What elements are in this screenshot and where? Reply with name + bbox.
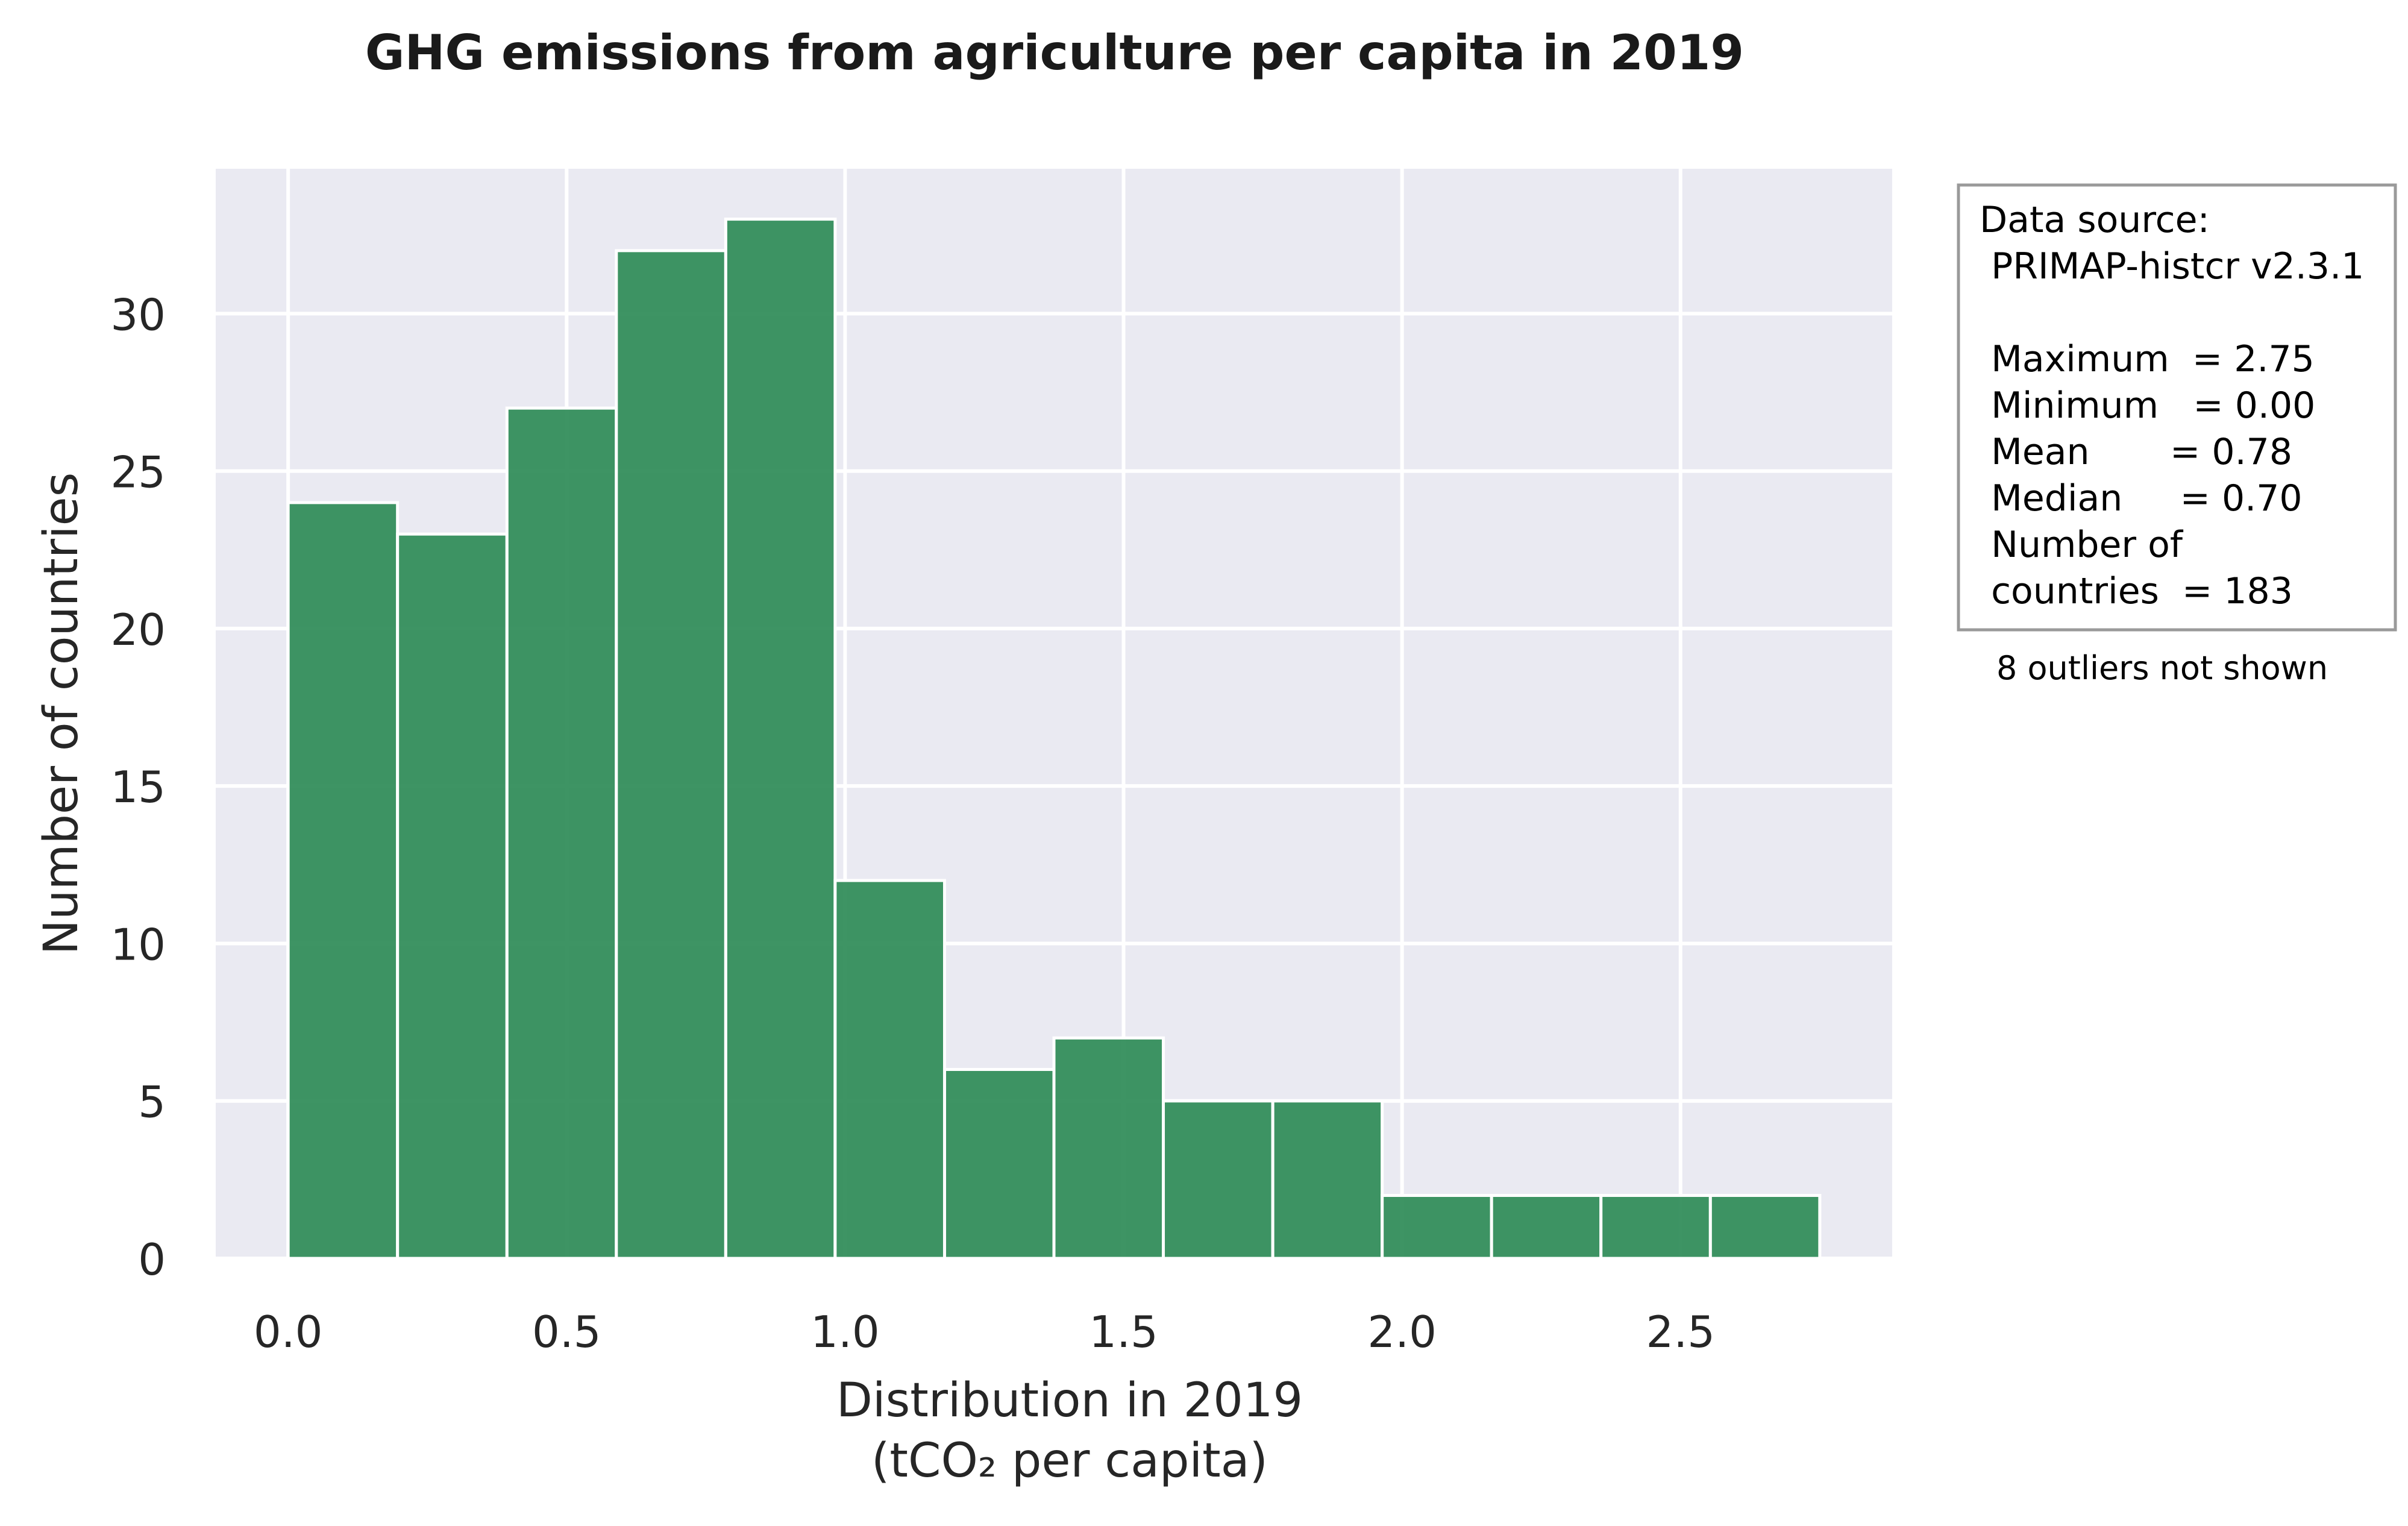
info-box-line: Median = 0.70 bbox=[1980, 477, 2303, 520]
histogram-bar bbox=[1599, 1193, 1712, 1260]
x-tick-label: 0.0 bbox=[254, 1307, 323, 1357]
histogram-bar bbox=[396, 532, 509, 1260]
histogram-bar bbox=[505, 406, 618, 1260]
outliers-note: 8 outliers not shown bbox=[1996, 649, 2328, 687]
histogram-bar bbox=[833, 879, 946, 1260]
info-box-line: Maximum = 2.75 bbox=[1980, 338, 2315, 380]
histogram-bar bbox=[1381, 1193, 1493, 1260]
info-box-line: Mean = 0.78 bbox=[1980, 431, 2292, 473]
y-tick-label: 30 bbox=[110, 289, 166, 340]
histogram-bar bbox=[1708, 1193, 1822, 1260]
info-box-line: PRIMAP-histcr v2.3.1 bbox=[1980, 245, 2364, 287]
info-box-line: countries = 183 bbox=[1980, 570, 2293, 612]
histogram-bar bbox=[1052, 1036, 1165, 1260]
y-tick-label: 10 bbox=[110, 919, 166, 970]
x-tick-label: 0.5 bbox=[532, 1307, 601, 1357]
x-tick-label: 1.5 bbox=[1089, 1307, 1158, 1357]
y-tick-label: 5 bbox=[138, 1077, 166, 1128]
y-tick-labels: 0 5 10 15 20 25 30 bbox=[110, 289, 166, 1285]
x-tick-label: 2.5 bbox=[1646, 1307, 1716, 1357]
histogram-bar bbox=[1490, 1193, 1603, 1260]
y-tick-label: 0 bbox=[138, 1234, 166, 1285]
y-tick-label: 15 bbox=[110, 762, 166, 812]
x-axis-label: Distribution in 2019 bbox=[836, 1374, 1303, 1428]
histogram-bar bbox=[1271, 1099, 1384, 1260]
info-box bbox=[1957, 183, 2397, 632]
histogram-bar bbox=[286, 501, 400, 1260]
info-box-text: Data source: PRIMAP-histcr v2.3.1 Maximu… bbox=[1980, 199, 2364, 612]
info-box-line: Minimum = 0.00 bbox=[1980, 385, 2315, 427]
x-tick-label: 2.0 bbox=[1367, 1307, 1437, 1357]
histogram-bar bbox=[942, 1067, 1056, 1260]
info-box-line: Data source: bbox=[1980, 199, 2210, 241]
y-tick-label: 25 bbox=[110, 447, 166, 498]
y-axis-label: Number of countries bbox=[34, 473, 89, 955]
histogram-bar bbox=[1162, 1099, 1275, 1260]
histogram-bar bbox=[724, 218, 837, 1260]
histogram-bars bbox=[286, 218, 1822, 1260]
y-tick-label: 20 bbox=[110, 604, 166, 655]
chart-title: GHG emissions from agriculture per capit… bbox=[365, 25, 1744, 81]
x-axis-unit-label: (tCO₂ per capita) bbox=[871, 1434, 1268, 1488]
info-box-line: Number of bbox=[1980, 524, 2184, 566]
x-tick-label: 1.0 bbox=[811, 1307, 880, 1357]
histogram-bar bbox=[615, 249, 727, 1260]
x-tick-labels: 0.0 0.5 1.0 1.5 2.0 2.5 bbox=[254, 1307, 1715, 1357]
